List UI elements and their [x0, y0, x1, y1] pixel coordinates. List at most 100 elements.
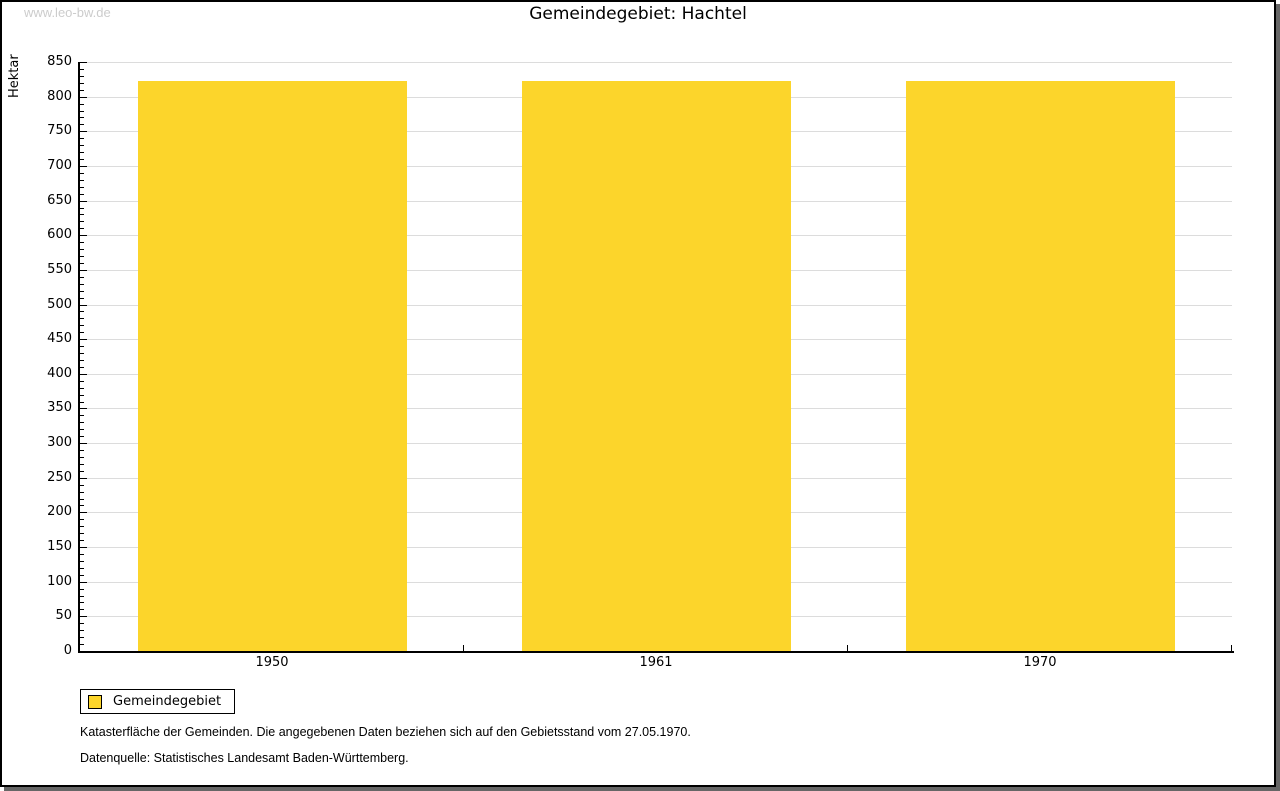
y-minor-tick	[80, 395, 84, 396]
y-major-tick	[80, 235, 87, 236]
y-minor-tick	[80, 346, 84, 347]
y-axis	[78, 62, 80, 653]
y-minor-tick	[80, 277, 84, 278]
y-minor-tick	[80, 533, 84, 534]
y-minor-tick	[80, 457, 84, 458]
y-minor-tick	[80, 381, 84, 382]
y-tick-label: 300	[47, 435, 72, 450]
y-major-tick	[80, 443, 87, 444]
y-minor-tick	[80, 644, 84, 645]
legend-swatch	[88, 694, 102, 709]
y-minor-tick	[80, 519, 84, 520]
footnote-datenquelle: Datenquelle: Statistisches Landesamt Bad…	[80, 751, 409, 765]
y-minor-tick	[80, 228, 84, 229]
y-tick-label: 450	[47, 331, 72, 346]
y-minor-tick	[80, 492, 84, 493]
x-axis	[78, 651, 1234, 653]
y-minor-tick	[80, 602, 84, 603]
y-minor-tick	[80, 505, 84, 506]
y-minor-tick	[80, 388, 84, 389]
y-minor-tick	[80, 194, 84, 195]
y-minor-tick	[80, 208, 84, 209]
y-minor-tick	[80, 429, 84, 430]
y-minor-tick	[80, 249, 84, 250]
y-tick-label: 500	[47, 297, 72, 312]
y-minor-tick	[80, 402, 84, 403]
y-minor-tick	[80, 214, 84, 215]
y-minor-tick	[80, 540, 84, 541]
y-tick-label: 750	[47, 123, 72, 138]
legend-label: Gemeindegebiet	[113, 694, 222, 709]
bar-1970	[906, 81, 1175, 651]
y-tick-label: 800	[47, 89, 72, 104]
y-minor-tick	[80, 325, 84, 326]
y-minor-tick	[80, 589, 84, 590]
y-tick-label: 600	[47, 227, 72, 242]
y-minor-tick	[80, 187, 84, 188]
y-minor-tick	[80, 298, 84, 299]
y-minor-tick	[80, 318, 84, 319]
y-minor-tick	[80, 332, 84, 333]
y-major-tick	[80, 582, 87, 583]
y-tick-label: 350	[47, 400, 72, 415]
y-minor-tick	[80, 422, 84, 423]
gridline	[80, 62, 1232, 63]
y-tick-label: 0	[63, 643, 72, 658]
y-tick-label: 400	[47, 366, 72, 381]
x-tick	[1231, 645, 1232, 651]
y-tick-label: 650	[47, 193, 72, 208]
y-minor-tick	[80, 69, 84, 70]
y-tick-label: 550	[47, 262, 72, 277]
y-minor-tick	[80, 263, 84, 264]
y-minor-tick	[80, 471, 84, 472]
y-minor-tick	[80, 111, 84, 112]
y-minor-tick	[80, 221, 84, 222]
y-minor-tick	[80, 256, 84, 257]
y-major-tick	[80, 478, 87, 479]
y-major-tick	[80, 616, 87, 617]
y-minor-tick	[80, 104, 84, 105]
x-tick	[463, 645, 464, 651]
chart-title: Gemeindegebiet: Hachtel	[529, 4, 747, 24]
y-minor-tick	[80, 284, 84, 285]
y-minor-tick	[80, 353, 84, 354]
y-major-tick	[80, 97, 87, 98]
y-tick-label: 150	[47, 539, 72, 554]
y-major-tick	[80, 547, 87, 548]
y-minor-tick	[80, 145, 84, 146]
y-minor-tick	[80, 159, 84, 160]
y-minor-tick	[80, 561, 84, 562]
y-major-tick	[80, 408, 87, 409]
y-minor-tick	[80, 76, 84, 77]
y-minor-tick	[80, 124, 84, 125]
y-minor-tick	[80, 138, 84, 139]
footnote-gebietsstand: Katasterfläche der Gemeinden. Die angege…	[80, 725, 691, 739]
y-minor-tick	[80, 152, 84, 153]
y-minor-tick	[80, 242, 84, 243]
y-minor-tick	[80, 568, 84, 569]
y-minor-tick	[80, 623, 84, 624]
y-minor-tick	[80, 499, 84, 500]
y-minor-tick	[80, 596, 84, 597]
y-minor-tick	[80, 173, 84, 174]
y-minor-tick	[80, 450, 84, 451]
y-tick-label: 250	[47, 470, 72, 485]
y-major-tick	[80, 339, 87, 340]
y-major-tick	[80, 166, 87, 167]
legend: Gemeindegebiet	[80, 689, 236, 714]
y-tick-label: 700	[47, 158, 72, 173]
y-minor-tick	[80, 464, 84, 465]
y-minor-tick	[80, 311, 84, 312]
y-minor-tick	[80, 637, 84, 638]
y-minor-tick	[80, 609, 84, 610]
watermark: www.leo-bw.de	[24, 5, 111, 20]
bar-1961	[522, 81, 791, 651]
y-tick-label: 100	[47, 574, 72, 589]
y-minor-tick	[80, 436, 84, 437]
y-minor-tick	[80, 90, 84, 91]
y-major-tick	[80, 305, 87, 306]
y-minor-tick	[80, 180, 84, 181]
x-tick	[847, 645, 848, 651]
